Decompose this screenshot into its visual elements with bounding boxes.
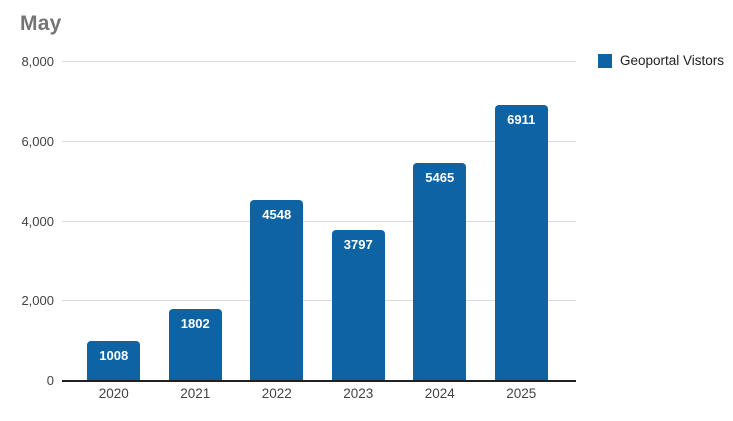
y-axis-tick-label: 2,000 — [21, 293, 54, 309]
bar[interactable]: 4548 — [250, 199, 304, 381]
chart-title: May — [20, 12, 62, 35]
gridline — [62, 300, 576, 302]
bar[interactable]: 1008 — [87, 340, 141, 381]
x-axis-tick-label: 2023 — [343, 386, 374, 401]
bar-value-label: 1802 — [180, 316, 210, 332]
x-axis-labels: 2020 2021 2022 2023 2024 2025 — [73, 386, 562, 401]
legend-label: Geoportal Vistors — [620, 53, 725, 68]
y-axis-tick-label: 8,000 — [21, 54, 54, 69]
bar-value-label: 5465 — [425, 170, 455, 186]
x-axis-tick-label: 2020 — [98, 386, 129, 401]
x-axis-tick-label: 2021 — [180, 386, 211, 401]
bar-value-label: 6911 — [507, 112, 536, 128]
bar[interactable]: 6911 — [494, 105, 548, 381]
bar-value-label: 4548 — [262, 206, 292, 222]
bar-band: 6911 — [481, 62, 563, 381]
gridline — [62, 61, 576, 62]
legend-swatch-icon — [598, 53, 612, 68]
y-axis-tick-label: 0 — [46, 373, 54, 388]
bar[interactable]: 3797 — [331, 229, 385, 381]
x-axis-tick-label: 2024 — [424, 386, 455, 401]
y-axis-tick-label: 6,000 — [21, 133, 54, 149]
gridline — [62, 220, 576, 222]
bar-value-label: 1008 — [99, 347, 129, 363]
y-axis-tick-label: 4,000 — [21, 213, 54, 229]
legend: Geoportal Vistors — [598, 53, 724, 68]
bars-row: 1008 1802 4548 3797 5465 6911 — [73, 62, 562, 381]
gridline — [62, 140, 576, 142]
y-axis-labels: 0 2,000 4,000 6,000 8,000 — [0, 55, 54, 388]
bar-band: 4548 — [236, 62, 318, 381]
x-axis-line — [62, 380, 576, 382]
x-axis-tick-label: 2025 — [506, 386, 537, 401]
bar-band: 1802 — [155, 62, 237, 381]
bar-value-label: 3797 — [343, 236, 373, 252]
bar-band: 5465 — [399, 62, 481, 381]
bar-band: 1008 — [73, 62, 155, 381]
bar[interactable]: 1802 — [168, 309, 222, 381]
bar[interactable]: 5465 — [413, 163, 467, 381]
x-axis-tick-label: 2022 — [261, 386, 292, 401]
bar-band: 3797 — [318, 62, 400, 381]
plot-area: 1008 1802 4548 3797 5465 6911 — [62, 61, 576, 382]
